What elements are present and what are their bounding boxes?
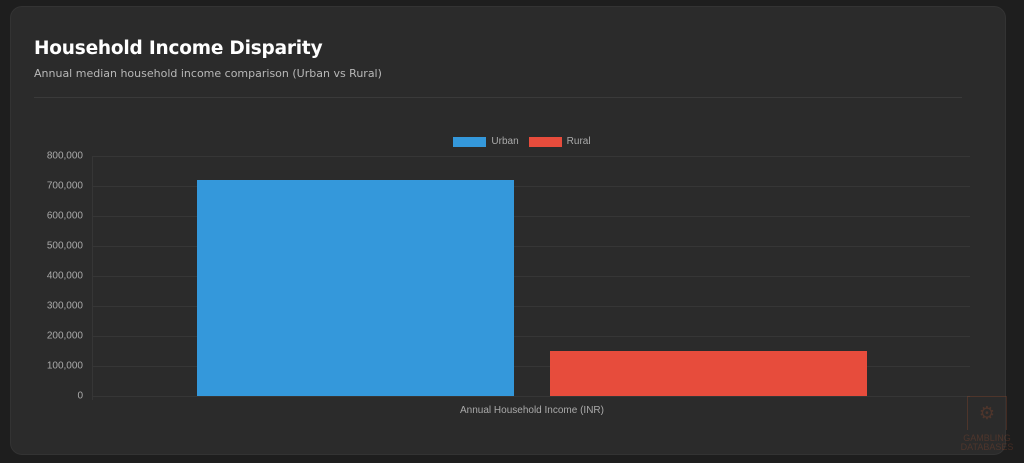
x-axis-label: Annual Household Income (INR) (460, 405, 604, 416)
y-tick-label: 100,000 (46, 360, 83, 372)
header-divider (34, 97, 962, 98)
legend-swatch-rural (528, 136, 562, 147)
bar-urban[interactable] (197, 180, 514, 396)
y-tick-label: 800,000 (46, 150, 83, 162)
y-tick-label: 300,000 (46, 300, 83, 312)
legend-item-urban[interactable]: Urban (453, 136, 519, 147)
gridline (92, 216, 970, 217)
y-axis-line (92, 156, 93, 400)
gridline (92, 336, 970, 337)
gridline (92, 366, 970, 367)
legend-swatch-urban (453, 136, 487, 147)
gridline (92, 276, 970, 277)
watermark: ⚙ GAMBLING DATABASES (952, 396, 1022, 463)
watermark-logo-icon: ⚙ (967, 396, 1007, 430)
bar-rural[interactable] (550, 351, 867, 396)
gridline (92, 396, 970, 397)
gridline (92, 156, 970, 157)
legend-item-rural[interactable]: Rural (528, 136, 591, 147)
gridline (92, 246, 970, 247)
watermark-line1: GAMBLING (963, 433, 1011, 443)
gridline (92, 186, 970, 187)
legend-label-urban: Urban (491, 136, 519, 147)
y-tick-label: 0 (77, 390, 83, 402)
chart-subtitle: Annual median household income compariso… (34, 67, 382, 80)
y-tick-label: 700,000 (46, 180, 83, 192)
legend-label-rural: Rural (566, 136, 591, 147)
chart-title: Household Income Disparity (34, 38, 323, 59)
gridline (92, 306, 970, 307)
y-tick-label: 500,000 (46, 240, 83, 252)
watermark-line2: DATABASES (960, 442, 1014, 452)
y-tick-label: 600,000 (46, 210, 83, 222)
y-tick-label: 400,000 (46, 270, 83, 282)
y-tick-label: 200,000 (46, 330, 83, 342)
chart-legend: Urban Rural (0, 136, 1024, 147)
